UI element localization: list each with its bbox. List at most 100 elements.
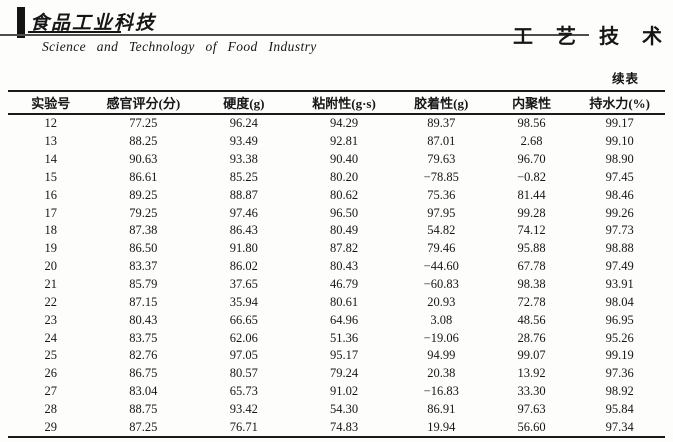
table-cell: 83.75 [129,330,158,345]
table-cell: 87.15 [129,294,158,309]
table-cell: 80.49 [329,223,359,238]
table-cell: 54.82 [427,223,456,238]
table-cell: 86.43 [229,223,258,238]
table-cell: 79.24 [329,366,359,381]
table-cell: 98.92 [605,384,634,399]
table-cell: 46.79 [329,277,359,292]
table-row: 23 80.43 66.65 64.96 3.08 48.56 96.95 [8,311,665,329]
table-cell: 88.75 [129,401,158,416]
table-row: 16 89.25 88.87 80.62 75.36 81.44 98.46 [8,186,665,204]
table-cell: 93.42 [229,401,258,416]
table-cell: −60.83 [423,277,459,292]
table-cell: 97.34 [605,419,634,434]
table-cell: 51.36 [329,330,359,345]
table-cell: 48.56 [517,312,546,327]
table-cell: 94.99 [427,348,456,363]
table-cell: 22 [44,294,57,309]
table-cell: 64.96 [329,312,359,327]
table-cell: 76.71 [229,419,258,434]
table-cell: 91.80 [229,241,258,256]
table-cell: 97.05 [229,348,258,363]
table-cell: 20.93 [427,294,456,309]
table-cell: 20 [44,259,57,274]
table-cell: 95.88 [517,241,546,256]
table-cell: 80.57 [229,366,258,381]
table-cell: 91.02 [329,384,359,399]
table-cell: −44.60 [423,259,459,274]
table-row: 18 87.38 86.43 80.49 54.82 74.12 97.73 [8,222,665,240]
table-cell: 28 [44,401,57,416]
table-row: 25 82.76 97.05 95.17 94.99 99.07 99.19 [8,347,665,365]
journal-logo-chinese: 食品工业科技 [30,13,157,34]
table-cell: 80.43 [329,259,359,274]
table-cell: 95.26 [605,330,634,345]
table-cell: 74.83 [329,419,359,434]
table-cell: 26 [44,366,57,381]
table-cell: 21 [44,277,57,292]
table-cell: 97.63 [517,401,546,416]
table-cell: 80.43 [129,312,158,327]
table-cell: 18 [44,223,57,238]
table-cell: 98.38 [517,277,546,292]
table-cell: 98.04 [605,294,634,309]
table-cell: 95.84 [605,401,634,416]
table-row: 29 87.25 76.71 74.83 19.94 56.60 97.34 [8,418,665,437]
table-cell: 66.65 [229,312,258,327]
table-row: 15 86.61 85.25 80.20 −78.85 −0.82 97.45 [8,169,665,187]
table-cell: 95.17 [329,348,359,363]
table-cell: 83.37 [129,259,158,274]
table-cell: 96.50 [329,205,359,220]
table-cell: 98.56 [517,116,546,131]
table-cell: 99.26 [605,205,634,220]
table-row: 26 86.75 80.57 79.24 20.38 13.92 97.36 [8,365,665,383]
table-cell: 27 [44,384,57,399]
table-row: 22 87.15 35.94 80.61 20.93 72.78 98.04 [8,293,665,311]
table-cell: 79.63 [427,152,456,167]
continued-table-label: 续表 [611,72,639,86]
table-cell: 29 [44,419,57,434]
table-row: 27 83.04 65.73 91.02 −16.83 33.30 98.92 [8,383,665,401]
table-cell: 24 [44,330,57,345]
table-cell: 19 [44,241,57,256]
table-cell: 12 [44,116,57,131]
table-cell: 82.76 [129,348,158,363]
table-cell: 86.02 [229,259,258,274]
table-cell: 80.20 [329,169,359,184]
table-cell: 97.49 [605,259,634,274]
table-cell: 72.78 [517,294,546,309]
column-header: 胶着性(g) [393,90,489,115]
table-cell: 77.25 [129,116,158,131]
table-cell: 90.63 [129,152,158,167]
table-cell: 35.94 [229,294,258,309]
table-cell: 94.29 [329,116,359,131]
table-cell: 13.92 [517,366,546,381]
table-cell: 81.44 [517,187,546,202]
table-cell: 20.38 [427,366,456,381]
table-cell: 37.65 [229,277,258,292]
section-title: 工 艺 技 术 [513,26,671,48]
table-row: 19 86.50 91.80 87.82 79.46 95.88 98.88 [8,240,665,258]
column-header: 实验号 [8,90,94,115]
table-cell: 97.36 [605,366,634,381]
table-cell: 19.94 [427,419,456,434]
table-header-row: 实验号 感官评分(分) 硬度(g) 粘附性(g·s) 胶着性(g) 内聚性 持水力(%) [8,90,665,115]
table-cell: 86.75 [129,366,158,381]
table-cell: 87.25 [129,419,158,434]
table-row: 14 90.63 93.38 90.40 79.63 96.70 98.90 [8,151,665,169]
table-cell: 87.38 [129,223,158,238]
table-cell: 88.25 [129,134,158,149]
table-cell: 80.62 [329,187,359,202]
table-cell: 28.76 [517,330,546,345]
continued-table: 实验号 感官评分(分) 硬度(g) 粘附性(g·s) 胶着性(g) 内聚性 持水力(%) 1… [8,90,665,439]
table-cell: 3.08 [430,312,453,327]
table-cell: 85.25 [229,169,258,184]
logo-block-bar [17,7,25,38]
table-cell: 56.60 [517,419,546,434]
table-cell: 98.46 [605,187,634,202]
table-cell: 74.12 [517,223,546,238]
table-row: 12 77.25 96.24 94.29 89.37 98.56 99.17 [8,114,665,133]
table-cell: −16.83 [423,384,459,399]
table-cell: 67.78 [517,259,546,274]
table-cell: 89.37 [427,116,456,131]
table-cell: 99.17 [605,116,634,131]
